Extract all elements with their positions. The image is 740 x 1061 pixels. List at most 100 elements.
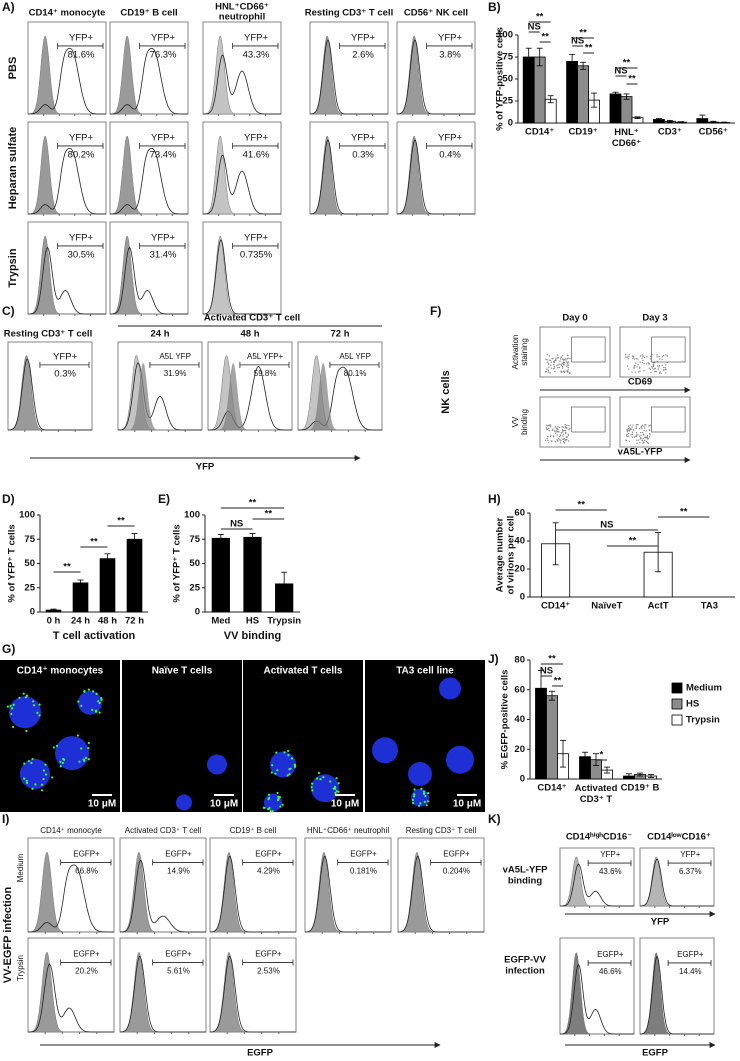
scatter-dot: [630, 428, 633, 430]
virion: [417, 804, 421, 807]
scatter-dot: [644, 439, 646, 442]
scatter-dot: [564, 439, 566, 441]
scatter-dot: [548, 359, 551, 361]
histogram-sample: [119, 955, 206, 1033]
virion: [278, 795, 281, 799]
scatter-dot: [569, 427, 571, 430]
scatter-dot: [627, 428, 630, 430]
column-header: HNL⁺CD66⁺: [215, 2, 269, 13]
bar: [99, 558, 116, 613]
scatter-dot: [656, 354, 658, 356]
gate-label: A5L YFP+: [247, 352, 284, 361]
y-axis-label: % of YFP⁺ T cells: [172, 524, 183, 602]
scatter-dot: [629, 427, 631, 429]
y-axis-label: % EGFP-positive cells: [500, 670, 511, 770]
scatter-dot: [562, 354, 564, 357]
gate-value: 0.181%: [350, 867, 377, 876]
scatter-dot: [639, 355, 642, 357]
virion: [6, 705, 9, 708]
scatter-dot: [557, 364, 559, 366]
scatter-dot: [649, 358, 652, 360]
error-bar: [249, 533, 256, 542]
scatter-dot: [637, 364, 639, 366]
y-tick-label: 100: [19, 510, 35, 521]
scatter-dot: [635, 362, 637, 364]
scatter-dot: [631, 436, 634, 439]
scatter-dot: [562, 438, 564, 440]
scatter-dot: [639, 361, 641, 363]
virion: [42, 769, 45, 772]
scatter-dot: [563, 429, 566, 432]
scatter-dot: [650, 365, 653, 368]
scatter-dot: [649, 424, 651, 426]
scatter-dot: [566, 424, 568, 427]
scatter-dot: [554, 441, 557, 443]
scatter-dot: [563, 359, 565, 361]
gate-value: 20.2%: [75, 967, 98, 976]
legend-label: HS: [686, 699, 699, 710]
scatter-dot: [567, 366, 569, 369]
scatter-dot: [635, 427, 637, 430]
significance-label: **: [628, 74, 636, 85]
scatter-dot: [567, 434, 570, 436]
virion: [27, 760, 30, 763]
virion: [411, 798, 415, 802]
gate-label: YFP+: [69, 132, 93, 143]
scatter-dot: [547, 371, 550, 373]
nucleus: [176, 794, 192, 811]
scatter-dot: [636, 366, 638, 368]
gate-label: YFP+: [244, 232, 268, 243]
gate: [651, 406, 686, 433]
scatter-dot: [560, 358, 562, 360]
scatter-dot: [558, 363, 561, 365]
scatter-dot: [547, 369, 550, 371]
gate-value: 14.9%: [167, 867, 190, 876]
column-header: 24 h: [150, 329, 169, 340]
scatter-dot: [564, 370, 566, 372]
virion: [24, 696, 28, 699]
scatter-dot: [626, 365, 629, 367]
histogram-control: [298, 362, 382, 430]
histogram-sample: [28, 963, 114, 1033]
virion: [275, 751, 278, 754]
column-header: CD19⁺ B cell: [120, 8, 177, 19]
scatter-dot: [554, 430, 556, 432]
scatter-dot: [642, 438, 644, 440]
scale-bar: [214, 794, 234, 796]
virion: [277, 797, 280, 800]
scatter-dot: [548, 429, 550, 432]
error-bar: [549, 690, 555, 701]
virion: [293, 765, 297, 768]
virion: [51, 776, 54, 779]
panel-letter: E): [158, 492, 170, 506]
significance-label: NS: [571, 36, 584, 47]
virion: [23, 777, 26, 780]
error-bar: [104, 553, 111, 564]
histogram-sample: [28, 147, 106, 215]
bar: [566, 61, 578, 124]
scatter-dot: [567, 440, 570, 442]
gate-label: YFP+: [680, 850, 701, 859]
scatter-dot: [554, 367, 556, 369]
scatter-dot: [556, 440, 559, 442]
scatter-dot: [647, 442, 650, 445]
scatter-dot: [563, 371, 566, 374]
scatter-frame: [619, 396, 691, 448]
significance-label: **: [541, 32, 549, 43]
scatter-dot: [559, 434, 562, 437]
virion: [77, 700, 80, 703]
row-label: Medium: [16, 853, 25, 882]
virion: [335, 777, 338, 780]
virion: [310, 785, 313, 789]
virion: [287, 754, 290, 757]
column-header: CD14ˡᵒʷCD16⁺: [647, 832, 711, 843]
scatter-dot: [567, 357, 569, 359]
y-tick-label: 0: [520, 774, 525, 785]
scatter-dot: [648, 367, 651, 369]
scatter-dot: [562, 441, 565, 443]
virion: [82, 758, 85, 761]
scatter-dot: [567, 364, 570, 366]
scatter-dot: [566, 361, 568, 363]
x-tick-label: 0 h: [47, 616, 61, 627]
row-label: PBS: [7, 57, 19, 80]
